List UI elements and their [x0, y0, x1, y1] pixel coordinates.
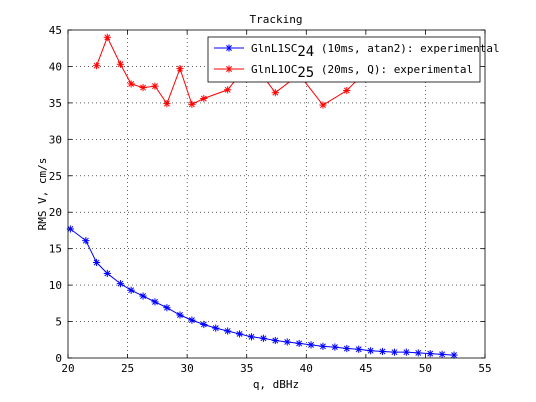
- legend-marker-1: [225, 44, 233, 52]
- y-tick-label: 5: [55, 316, 62, 329]
- series-1-point: [343, 344, 351, 353]
- series-1-point: [139, 292, 147, 300]
- series-1-point: [367, 347, 375, 355]
- series-2-point: [188, 100, 196, 108]
- x-tick-label: 20: [61, 362, 74, 375]
- tick-layer: 20 25 30 35 40 45 50 55 0 5 10 15 20 25 30 35 40 45: [49, 24, 492, 375]
- series-2-point: [116, 60, 125, 68]
- svg-text:GlnL1OC25 (20ms, Q): experimen: GlnL1OC25 (20ms, Q): experimental: [251, 63, 473, 81]
- y-tick-label: 10: [49, 279, 62, 292]
- y-tick-label: 25: [49, 170, 62, 183]
- series-1-point: [271, 336, 279, 345]
- y-tick-label: 15: [49, 243, 62, 256]
- series-1-point: [283, 338, 291, 346]
- y-tick-label: 35: [49, 97, 62, 110]
- series-2-point: [127, 80, 135, 88]
- plot-frame: [67, 29, 486, 359]
- series-1-point: [127, 286, 135, 294]
- series-2-point: [271, 89, 279, 97]
- series-1-point: [402, 348, 410, 356]
- series-1-point: [295, 339, 303, 348]
- x-tick-label: 40: [300, 362, 313, 375]
- series-1-line: [70, 228, 455, 356]
- series-2-point: [103, 33, 111, 41]
- y-tick-label: 0: [55, 352, 62, 365]
- series-1-point: [414, 349, 422, 357]
- series-1-point: [355, 345, 363, 353]
- series-1-point: [212, 324, 220, 332]
- series-1-point: [390, 348, 399, 356]
- legend-text-2-rest: (20ms, Q): experimental: [314, 63, 473, 76]
- series-2-point: [200, 94, 208, 103]
- x-tick-label: 35: [240, 362, 253, 375]
- legend-box: [207, 36, 481, 83]
- series-1-point: [378, 347, 387, 356]
- series-1: [66, 225, 458, 359]
- x-tick-label: 30: [181, 362, 194, 375]
- x-tick-label: 45: [359, 362, 372, 375]
- y-axis-label: RMS V, cm/s: [36, 158, 49, 231]
- y-tick-label: 20: [49, 206, 62, 219]
- series-1-point: [200, 320, 208, 329]
- series-2-point: [224, 86, 232, 94]
- series-1-point: [163, 304, 171, 312]
- series-1-point: [426, 350, 434, 358]
- series-2-point: [343, 86, 351, 95]
- series-1-point: [92, 258, 101, 267]
- series-1-point: [188, 316, 196, 324]
- legend-entry-1: GlnL1SC24 (10ms, atan2): experimental: [214, 42, 500, 60]
- x-axis-label: q, dBHz: [253, 378, 299, 391]
- series-2-point: [92, 62, 101, 70]
- series-1-point: [224, 327, 232, 335]
- series-1-point: [176, 311, 184, 319]
- x-tick-label: 55: [478, 362, 491, 375]
- x-tick-label: 50: [419, 362, 432, 375]
- series-2-point: [151, 82, 159, 90]
- series-2: [92, 33, 375, 109]
- series-1-point: [103, 269, 111, 278]
- series-1-point: [247, 333, 256, 341]
- series-2-point: [176, 65, 184, 73]
- series-1-point: [82, 237, 90, 245]
- x-tick-label: 25: [121, 362, 134, 375]
- svg-text:GlnL1SC24 (10ms, atan2): exper: GlnL1SC24 (10ms, atan2): experimental: [251, 42, 500, 60]
- legend-text-2-sub: 25: [297, 65, 314, 81]
- legend-text-2-base: GlnL1OC: [251, 63, 297, 76]
- legend-marker-2: [225, 65, 233, 73]
- legend-text-1-base: GlnL1SC: [251, 42, 297, 55]
- legend-text-1-rest: (10ms, atan2): experimental: [314, 42, 499, 55]
- series-1-point: [438, 350, 446, 358]
- series-2-point: [163, 100, 171, 108]
- series-layer: [66, 33, 458, 359]
- series-1-point: [331, 343, 339, 351]
- series-1-point: [319, 342, 327, 350]
- y-tick-label: 30: [49, 133, 62, 146]
- legend: GlnL1SC24 (10ms, atan2): experimental Gl…: [207, 36, 500, 83]
- series-1-point: [151, 298, 159, 306]
- series-2-point: [139, 83, 147, 92]
- series-1-point: [307, 341, 315, 349]
- legend-text-1-sub: 24: [297, 44, 314, 60]
- series-1-point: [116, 280, 125, 288]
- series-1-point: [235, 330, 244, 338]
- y-tick-label: 45: [49, 24, 62, 37]
- series-1-point: [450, 351, 458, 359]
- series-1-point: [66, 225, 74, 233]
- series-1-point: [259, 334, 267, 342]
- legend-entry-2: GlnL1OC25 (20ms, Q): experimental: [214, 63, 473, 81]
- chart-title: Tracking: [250, 13, 303, 26]
- series-2-point: [319, 101, 327, 109]
- y-tick-label: 40: [49, 60, 62, 73]
